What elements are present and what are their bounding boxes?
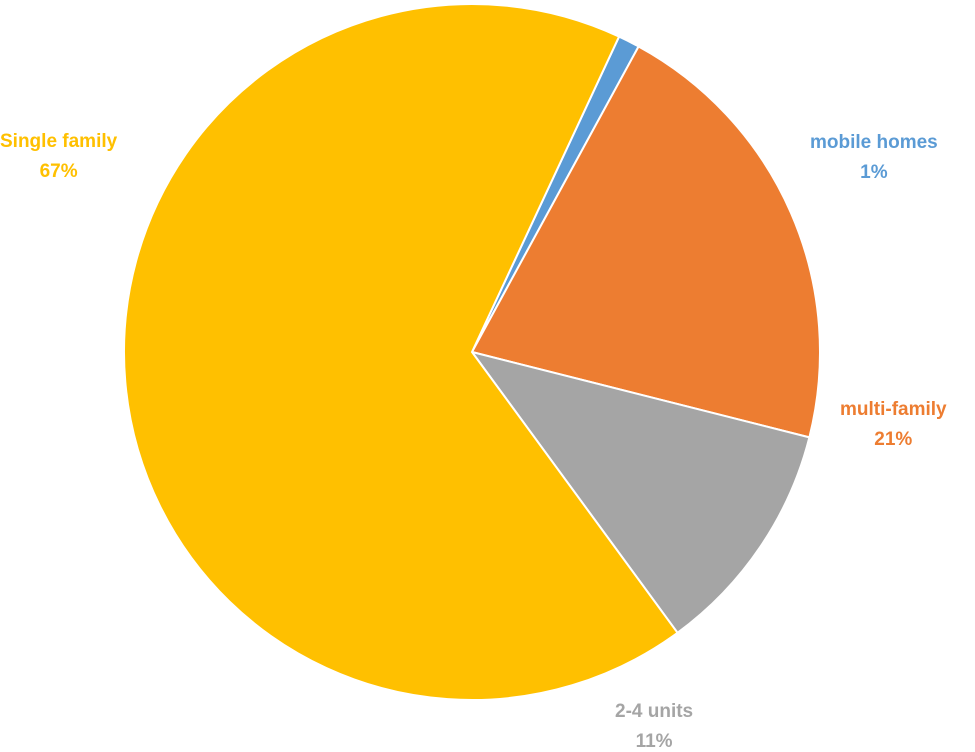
data-label-multi-family: multi-family 21% [840, 395, 947, 455]
pie-slice-2-4-units [469, 350, 811, 635]
data-label-2-4-units: 2-4 units 11% [615, 697, 693, 752]
data-label-category: 2-4 units [615, 701, 694, 722]
pie-slice-multi-family [470, 45, 821, 439]
data-label-value: 21% [874, 429, 913, 450]
pie-slice-single-family [123, 3, 679, 701]
data-label-category: multi-family [840, 399, 947, 420]
data-label-value: 67% [39, 161, 78, 182]
data-label-category: mobile homes [810, 132, 938, 153]
data-label-value: 11% [635, 731, 673, 752]
data-label-single-family: Single family 67% [0, 127, 117, 187]
data-label-value: 1% [860, 162, 888, 183]
data-label-mobile-homes: mobile homes 1% [810, 128, 938, 188]
data-label-category: Single family [0, 131, 118, 152]
